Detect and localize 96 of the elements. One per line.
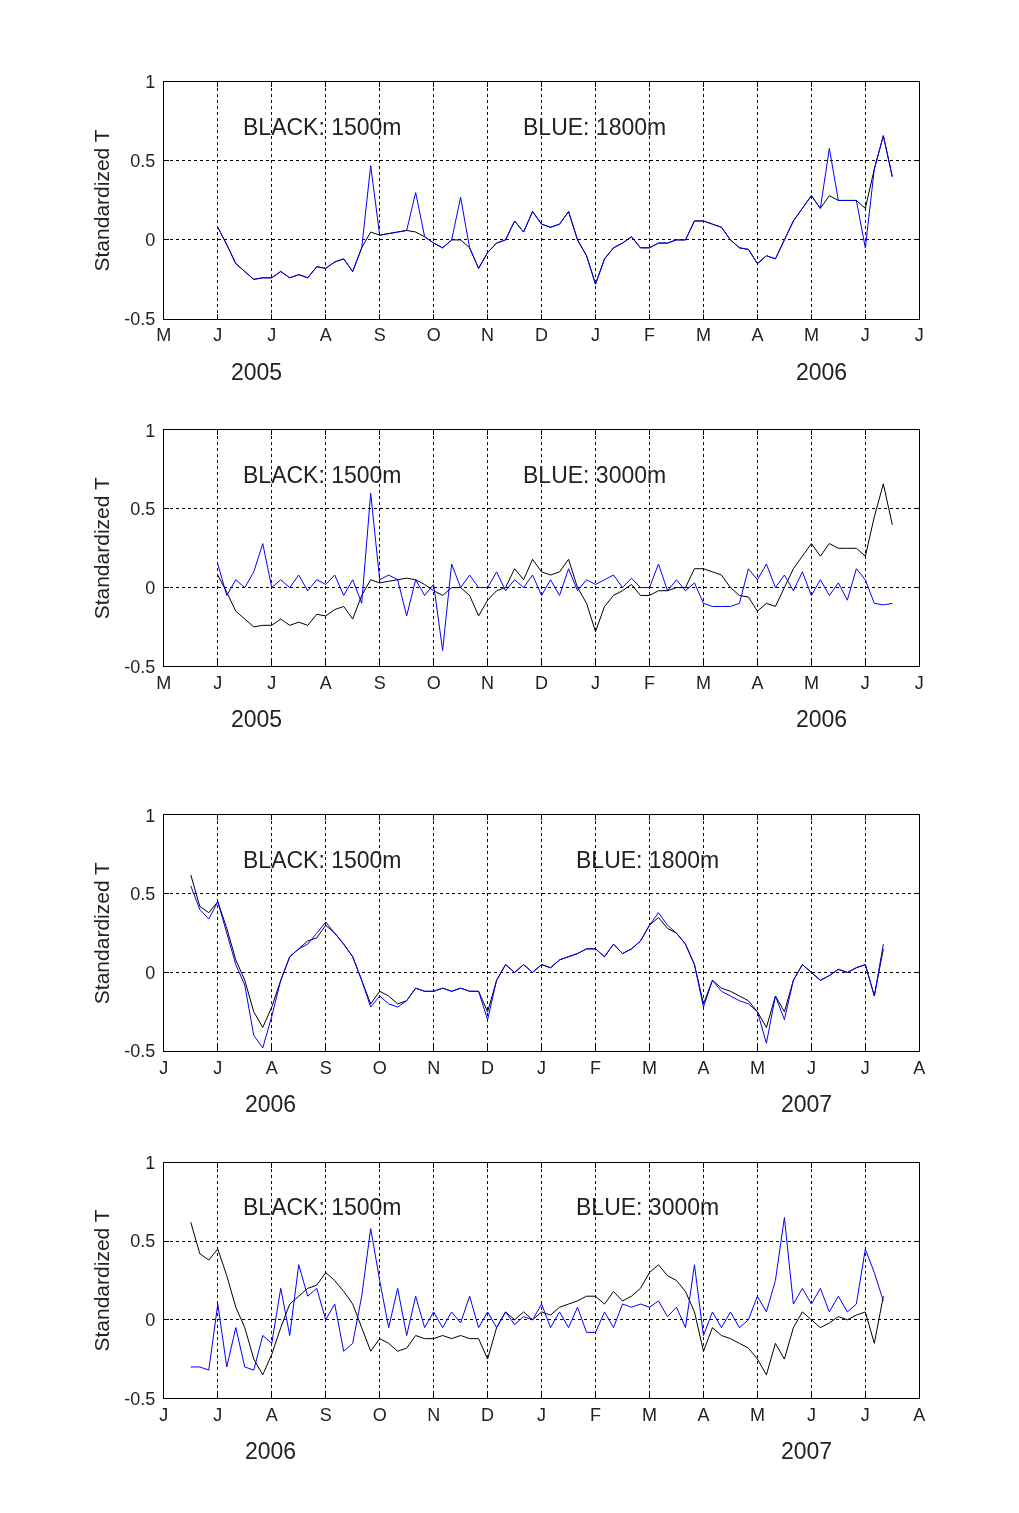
annotation: BLUE: 3000m	[576, 1194, 720, 1220]
x-tick-label: A	[751, 672, 764, 693]
annotation: BLUE: 3000m	[523, 462, 667, 488]
x-tick-label: J	[537, 1057, 547, 1078]
x-tick-label: J	[159, 1405, 169, 1425]
x-tick-label: J	[267, 672, 277, 693]
x-tick-label: M	[695, 672, 711, 693]
x-tick-label: J	[591, 325, 601, 346]
x-tick-label: F	[590, 1057, 602, 1078]
x-tick-label: D	[535, 325, 549, 346]
text: 2006	[245, 1438, 297, 1464]
x-tick-label: F	[643, 672, 655, 693]
x-tick-label: J	[537, 1405, 547, 1425]
x-tick-label: S	[373, 672, 386, 693]
x-tick-label: O	[426, 325, 441, 346]
text: 2006	[796, 706, 848, 732]
y-tick-label: 0	[145, 577, 156, 598]
x-tick-label: A	[265, 1057, 278, 1078]
x-tick-label: D	[481, 1057, 495, 1078]
annotation: BLUE: 1800m	[576, 847, 720, 873]
y-tick-label: -0.5	[124, 1388, 156, 1409]
text: 2005	[231, 359, 283, 385]
x-tick-label: D	[535, 672, 549, 693]
x-tick-label: D	[481, 1405, 495, 1425]
annotation: BLACK: 1500m	[243, 114, 402, 140]
x-tick-label: J	[914, 325, 924, 346]
x-tick-label: O	[372, 1405, 387, 1425]
y-axis-title: Standardized T	[90, 1209, 114, 1352]
y-axis-title: Standardized T	[90, 477, 114, 620]
x-tick-label: N	[481, 325, 495, 346]
x-tick-label: J	[213, 325, 223, 346]
x-tick-label: S	[319, 1057, 332, 1078]
x-tick-label: J	[860, 1057, 870, 1078]
y-tick-label: 0.5	[130, 499, 156, 520]
x-tick-label: J	[213, 1057, 223, 1078]
text: 2006	[796, 359, 848, 385]
annotation: BLACK: 1500m	[243, 1194, 402, 1220]
x-tick-label: F	[643, 325, 655, 346]
x-tick-label: A	[319, 672, 332, 693]
x-tick-label: A	[751, 325, 764, 346]
x-tick-label: M	[803, 672, 819, 693]
y-tick-label: 0.5	[130, 151, 156, 172]
x-tick-label: A	[697, 1405, 710, 1425]
x-tick-label: J	[159, 1057, 169, 1078]
annotation: BLACK: 1500m	[243, 462, 402, 488]
y-tick-label: -0.5	[124, 656, 156, 677]
x-tick-label: M	[803, 325, 819, 346]
x-tick-label: J	[860, 672, 870, 693]
x-tick-label: J	[267, 325, 277, 346]
y-tick-label: 1	[145, 805, 156, 826]
annotation: BLUE: 1800m	[523, 114, 667, 140]
text: 2006	[245, 1091, 297, 1117]
x-tick-label: S	[373, 325, 386, 346]
y-tick-label: 1	[145, 420, 156, 441]
text: 2007	[781, 1438, 833, 1464]
x-tick-label: A	[697, 1057, 710, 1078]
y-axis-title: Standardized T	[90, 129, 114, 272]
y-tick-label: 0.5	[130, 884, 156, 905]
x-tick-label: A	[913, 1057, 926, 1078]
y-tick-label: 0	[145, 230, 156, 251]
x-tick-label: M	[156, 325, 172, 346]
x-tick-label: A	[913, 1405, 926, 1425]
x-tick-label: O	[372, 1057, 387, 1078]
x-tick-label: M	[641, 1405, 657, 1425]
x-tick-label: A	[319, 325, 332, 346]
x-tick-label: S	[319, 1405, 332, 1425]
x-tick-label: M	[156, 672, 172, 693]
y-tick-label: 1	[145, 72, 156, 93]
y-tick-label: 0.5	[130, 1231, 156, 1252]
text: 2007	[781, 1091, 833, 1117]
annotation: BLACK: 1500m	[243, 847, 402, 873]
text: 2005	[231, 706, 283, 732]
x-tick-label: M	[641, 1057, 657, 1078]
x-tick-label: J	[914, 672, 924, 693]
x-tick-label: M	[749, 1405, 765, 1425]
x-tick-label: J	[860, 1405, 870, 1425]
x-tick-label: M	[749, 1057, 765, 1078]
x-tick-label: M	[695, 325, 711, 346]
x-tick-label: J	[806, 1057, 816, 1078]
y-axis-title: Standardized T	[90, 861, 114, 1005]
x-tick-label: O	[426, 672, 441, 693]
x-tick-label: N	[427, 1405, 441, 1425]
x-tick-label: J	[860, 325, 870, 346]
x-tick-label: N	[481, 672, 495, 693]
x-tick-label: A	[265, 1405, 278, 1425]
x-tick-label: N	[427, 1057, 441, 1078]
x-tick-label: J	[591, 672, 601, 693]
y-tick-label: -0.5	[124, 309, 156, 330]
y-tick-label: 0	[145, 1310, 156, 1331]
x-tick-label: F	[590, 1405, 602, 1425]
y-tick-label: 0	[145, 962, 156, 983]
y-tick-label: -0.5	[124, 1041, 156, 1062]
x-tick-label: J	[213, 1405, 223, 1425]
x-tick-label: J	[806, 1405, 816, 1425]
y-tick-label: 1	[145, 1152, 156, 1173]
x-tick-label: J	[213, 672, 223, 693]
